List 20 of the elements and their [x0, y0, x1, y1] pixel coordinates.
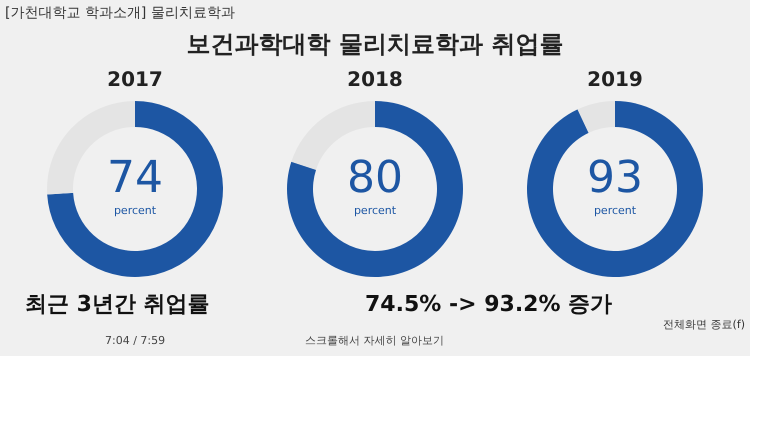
- text: percent: [354, 204, 397, 217]
- chart-title: 2019: [587, 67, 643, 91]
- data-label: 93: [587, 152, 643, 203]
- text: 7:04 / 7:59: [105, 334, 166, 347]
- text: 보건과학대학 물리치료학과 취업률: [186, 30, 564, 58]
- text: [가천대학교 학과소개] 물리치료학과: [5, 5, 235, 21]
- text: 최근 3년간 취업률: [25, 292, 210, 317]
- chart-title: 2018: [347, 67, 403, 91]
- text: 전체화면 종료(f): [663, 318, 745, 331]
- chart-title: 2017: [107, 67, 163, 91]
- text: 74.5% -> 93.2% 증가: [365, 292, 612, 317]
- donut-slice: [578, 101, 615, 133]
- donut-slice: [527, 101, 703, 277]
- text: percent: [594, 204, 637, 217]
- text: 스크롤해서 자세히 알아보기: [305, 334, 444, 347]
- text: percent: [114, 204, 157, 217]
- donut-slice: [47, 101, 223, 277]
- data-label: 74: [107, 152, 163, 203]
- donut-slice: [287, 101, 463, 277]
- data-label: 80: [347, 152, 403, 203]
